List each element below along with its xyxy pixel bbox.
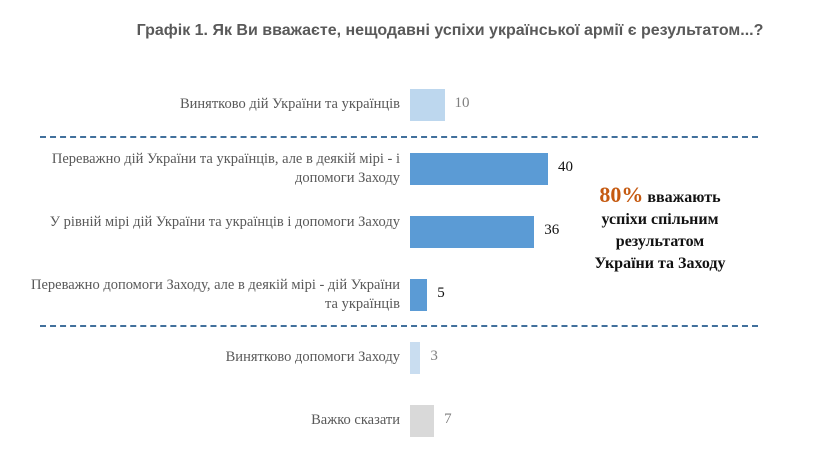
category-label: Переважно дій України та українців, але … — [51, 151, 400, 186]
bar — [410, 216, 535, 248]
annotation-percent: 80% — [599, 182, 644, 207]
chart-title: Графік 1. Як Ви вважаєте, нещодавні успі… — [136, 22, 764, 39]
annotation-text: результатом — [615, 233, 705, 250]
bar — [410, 342, 421, 374]
category-label: Винятково дій України та українців — [179, 96, 400, 112]
category-label: Важко сказати — [311, 412, 400, 428]
category-label: Переважно допомоги Заходу, але в деякій … — [30, 277, 400, 312]
annotation-text: України та Заходу — [594, 255, 726, 272]
annotation-text: успіхи спільним — [601, 211, 719, 228]
category-label: Винятково допомоги Заходу — [225, 349, 400, 365]
value-label: 10 — [454, 95, 470, 111]
bar — [410, 89, 445, 121]
bar — [410, 153, 548, 185]
group-divider — [40, 136, 758, 138]
annotation: 80% вважають успіхи спільним результатом… — [560, 184, 760, 275]
value-label: 36 — [544, 222, 560, 238]
value-label: 7 — [444, 411, 452, 427]
bar — [410, 279, 428, 311]
category-label: У рівній мірі дій України та українців і… — [49, 214, 400, 230]
value-label: 5 — [437, 285, 445, 301]
value-label: 40 — [558, 159, 573, 175]
value-label: 3 — [430, 348, 438, 364]
bar — [410, 405, 435, 437]
annotation-text: вважають — [647, 189, 721, 206]
group-divider — [40, 325, 758, 327]
